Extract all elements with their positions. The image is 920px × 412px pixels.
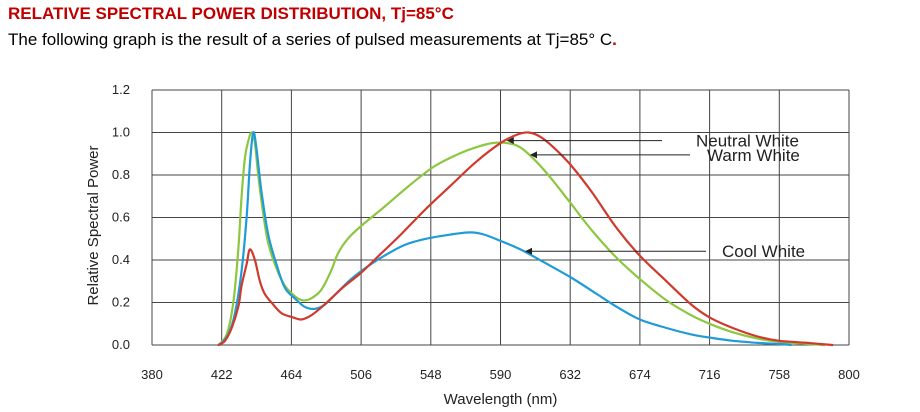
x-tick-label: 548 — [420, 367, 442, 382]
x-tick-label: 758 — [768, 367, 790, 382]
series-line-cool-white — [218, 131, 792, 347]
y-tick-label: 0.8 — [112, 167, 130, 182]
annotation-label: Cool White — [722, 242, 805, 261]
chart-grid — [151, 89, 850, 346]
annotation-label: Warm White — [707, 146, 800, 165]
y-tick-label: 0.4 — [112, 252, 130, 267]
y-axis-label: Relative Spectral Power — [85, 145, 102, 305]
x-tick-label: 506 — [350, 367, 372, 382]
y-tick-label: 1.2 — [112, 82, 130, 97]
y-tick-label: 0.6 — [112, 210, 130, 225]
y-tick-label: 1.0 — [112, 125, 130, 140]
x-tick-label: 674 — [629, 367, 651, 382]
x-tick-label: 716 — [699, 367, 721, 382]
x-tick-label: 464 — [281, 367, 303, 382]
chart-subtitle: The following graph is the result of a s… — [8, 30, 617, 50]
series-layer — [217, 131, 834, 347]
series-line-neutral-white — [217, 131, 834, 347]
x-tick-label: 380 — [141, 367, 163, 382]
x-tick-label: 632 — [559, 367, 581, 382]
x-tick-label: 590 — [490, 367, 512, 382]
subtitle-period: . — [612, 30, 617, 49]
series-line-warm-white — [217, 131, 826, 347]
y-tick-label: 0.0 — [112, 337, 130, 352]
x-tick-label: 422 — [211, 367, 233, 382]
chart-title: RELATIVE SPECTRAL POWER DISTRIBUTION, Tj… — [8, 4, 454, 23]
tick-label-layer: 380 422 464 506 548 590 632 674 716 758 800 0.0 0.2 0… — [112, 82, 860, 382]
annotation-label: Neutral White — [696, 132, 799, 151]
x-tick-label: 800 — [838, 367, 860, 382]
y-tick-label: 0.2 — [112, 295, 130, 310]
x-axis-label: Wavelength (nm) — [444, 391, 558, 408]
subtitle-text: The following graph is the result of a s… — [8, 30, 613, 49]
